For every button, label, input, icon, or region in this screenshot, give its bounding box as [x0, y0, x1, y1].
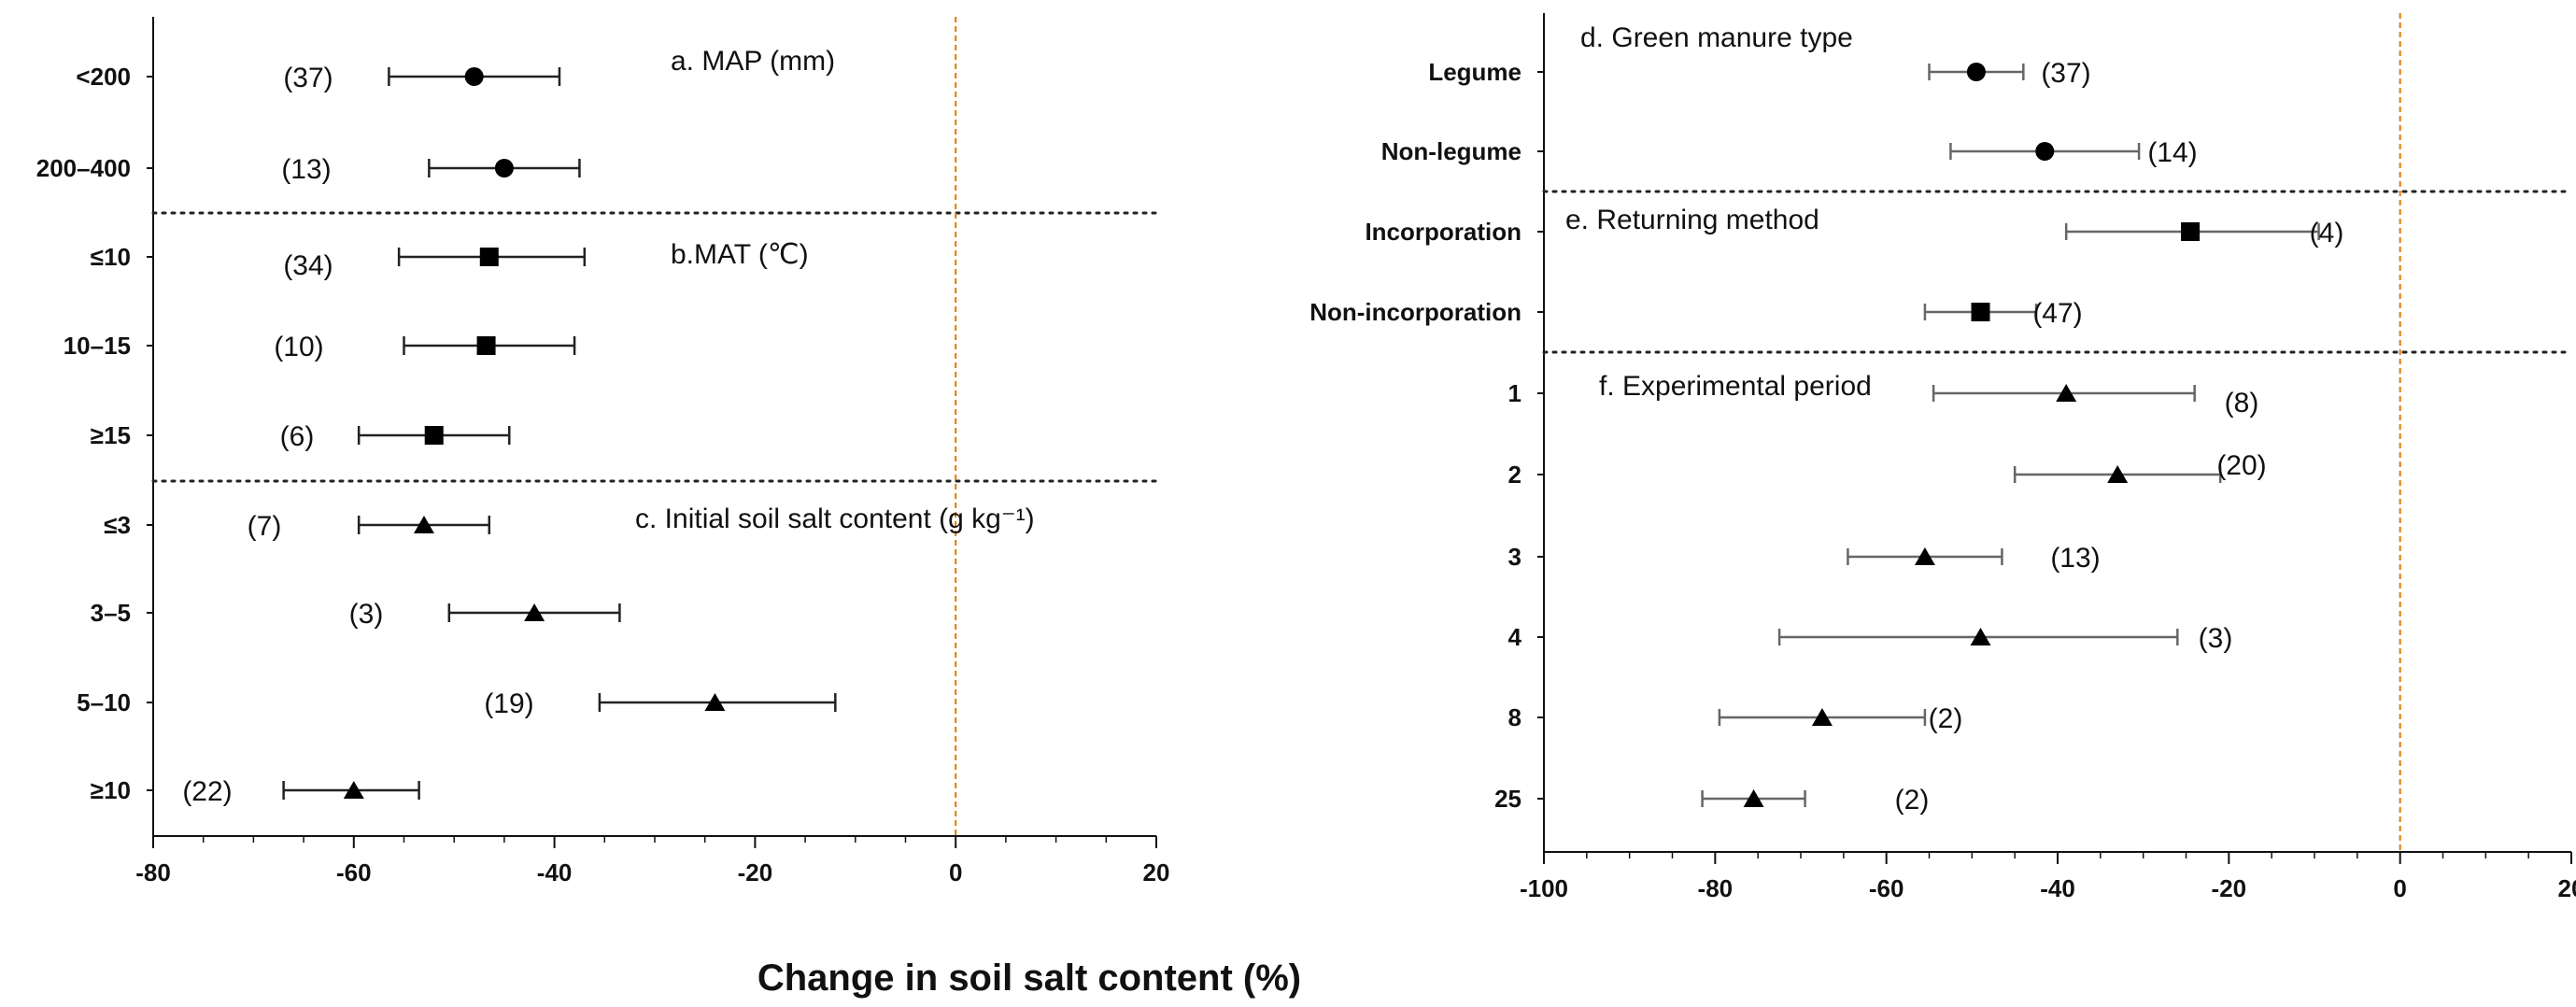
mean-marker-circle [494, 159, 514, 177]
sample-count-label: (22) [182, 776, 232, 807]
mean-marker-circle [2035, 142, 2055, 161]
mean-marker-square [1971, 303, 1990, 321]
mean-marker-square [2181, 222, 2201, 241]
group-label: a. MAP (mm) [671, 46, 835, 77]
category-label: Non-incorporation [1309, 298, 1522, 326]
x-tick-label: 20 [2558, 874, 2576, 902]
x-tick-label: -40 [537, 858, 573, 886]
sample-count-label: (34) [283, 250, 333, 281]
sample-count-label: (2) [1895, 785, 1930, 816]
mean-marker-triangle [413, 516, 434, 533]
sample-count-label: (2) [1929, 703, 1963, 734]
x-tick-label: -40 [2040, 874, 2075, 902]
mean-marker-triangle [1970, 628, 1991, 645]
x-tick-label: -80 [1698, 874, 1734, 902]
group-label: e. Returning method [1565, 205, 1819, 235]
mean-marker-triangle [2107, 465, 2129, 483]
category-label: 2 [1508, 461, 1522, 489]
mean-marker-triangle [343, 781, 364, 799]
category-label: 1 [1508, 379, 1522, 407]
category-label: Non-legume [1381, 137, 1522, 165]
sample-count-label: (4) [2310, 218, 2344, 248]
category-label: 8 [1508, 703, 1522, 731]
category-label: 25 [1494, 785, 1522, 813]
sample-count-label: (3) [2199, 623, 2233, 654]
sample-count-label: (13) [2050, 543, 2100, 574]
x-tick-label: -80 [135, 858, 171, 886]
mean-marker-triangle [2056, 384, 2077, 402]
sample-count-label: (13) [281, 154, 331, 185]
mean-marker-square [479, 248, 499, 266]
panel-right: -100 -80 -60 -40 -20 0 20 d. Green manure type L… [1309, 13, 2576, 902]
x-tick-label: 0 [2393, 874, 2406, 902]
sample-count-label: (10) [274, 332, 323, 362]
sample-count-label: (14) [2147, 137, 2197, 168]
category-label: ≤10 [91, 243, 131, 271]
category-label: Incorporation [1365, 218, 1522, 246]
category-label: 200–400 [36, 154, 131, 182]
x-tick-label: 20 [1143, 858, 1170, 886]
group-label: f. Experimental period [1599, 371, 1872, 402]
x-tick-label: -20 [2212, 874, 2247, 902]
x-tick-label: -100 [1520, 874, 1568, 902]
mean-marker-circle [1966, 63, 1986, 81]
category-label: 10–15 [64, 332, 131, 360]
category-label: ≥15 [91, 421, 131, 449]
group-label: c. Initial soil salt content (g kg⁻¹) [635, 504, 1035, 534]
sample-count-label: (19) [484, 688, 533, 719]
x-tick-label: -60 [1869, 874, 1904, 902]
category-label: <200 [76, 63, 131, 91]
x-axis-title: Change in soil salt content (%) [757, 957, 1301, 999]
sample-count-label: (37) [283, 63, 333, 93]
mean-marker-square [476, 336, 496, 355]
x-tick-label: -60 [336, 858, 372, 886]
mean-marker-triangle [704, 693, 726, 711]
panel-left: -80 -60 -40 -20 0 20 a. MAP (mm) <200 (37) 200–40… [36, 17, 1170, 886]
group-label: d. Green manure type [1580, 22, 1853, 53]
category-label: Legume [1428, 58, 1522, 86]
sample-count-label: (6) [280, 421, 315, 452]
category-label: 5–10 [77, 688, 131, 716]
group-label: b.MAT (℃) [671, 239, 809, 270]
mean-marker-triangle [524, 603, 545, 621]
category-label: 4 [1508, 623, 1522, 651]
sample-count-label: (20) [2216, 450, 2266, 481]
category-label: ≥10 [91, 776, 131, 804]
sample-count-label: (37) [2041, 58, 2090, 89]
mean-marker-triangle [1914, 547, 1935, 565]
category-label: 3–5 [91, 599, 131, 627]
mean-marker-circle [464, 67, 484, 86]
sample-count-label: (47) [2032, 298, 2082, 329]
category-label: ≤3 [104, 511, 131, 539]
mean-marker-triangle [1811, 708, 1833, 726]
mean-marker-square [424, 426, 444, 445]
sample-count-label: (3) [349, 599, 384, 630]
category-label: 3 [1508, 543, 1522, 571]
sample-count-label: (8) [2225, 388, 2259, 418]
sample-count-label: (7) [248, 511, 282, 542]
x-tick-label: 0 [949, 858, 962, 886]
mean-marker-triangle [1743, 789, 1764, 807]
x-tick-label: -20 [738, 858, 773, 886]
